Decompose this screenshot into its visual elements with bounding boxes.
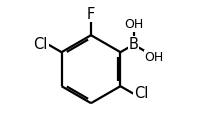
Text: OH: OH: [144, 51, 163, 64]
Text: Cl: Cl: [134, 86, 148, 101]
Text: Cl: Cl: [33, 37, 48, 52]
Text: F: F: [86, 7, 95, 22]
Text: B: B: [128, 37, 138, 52]
Text: OH: OH: [123, 18, 143, 31]
